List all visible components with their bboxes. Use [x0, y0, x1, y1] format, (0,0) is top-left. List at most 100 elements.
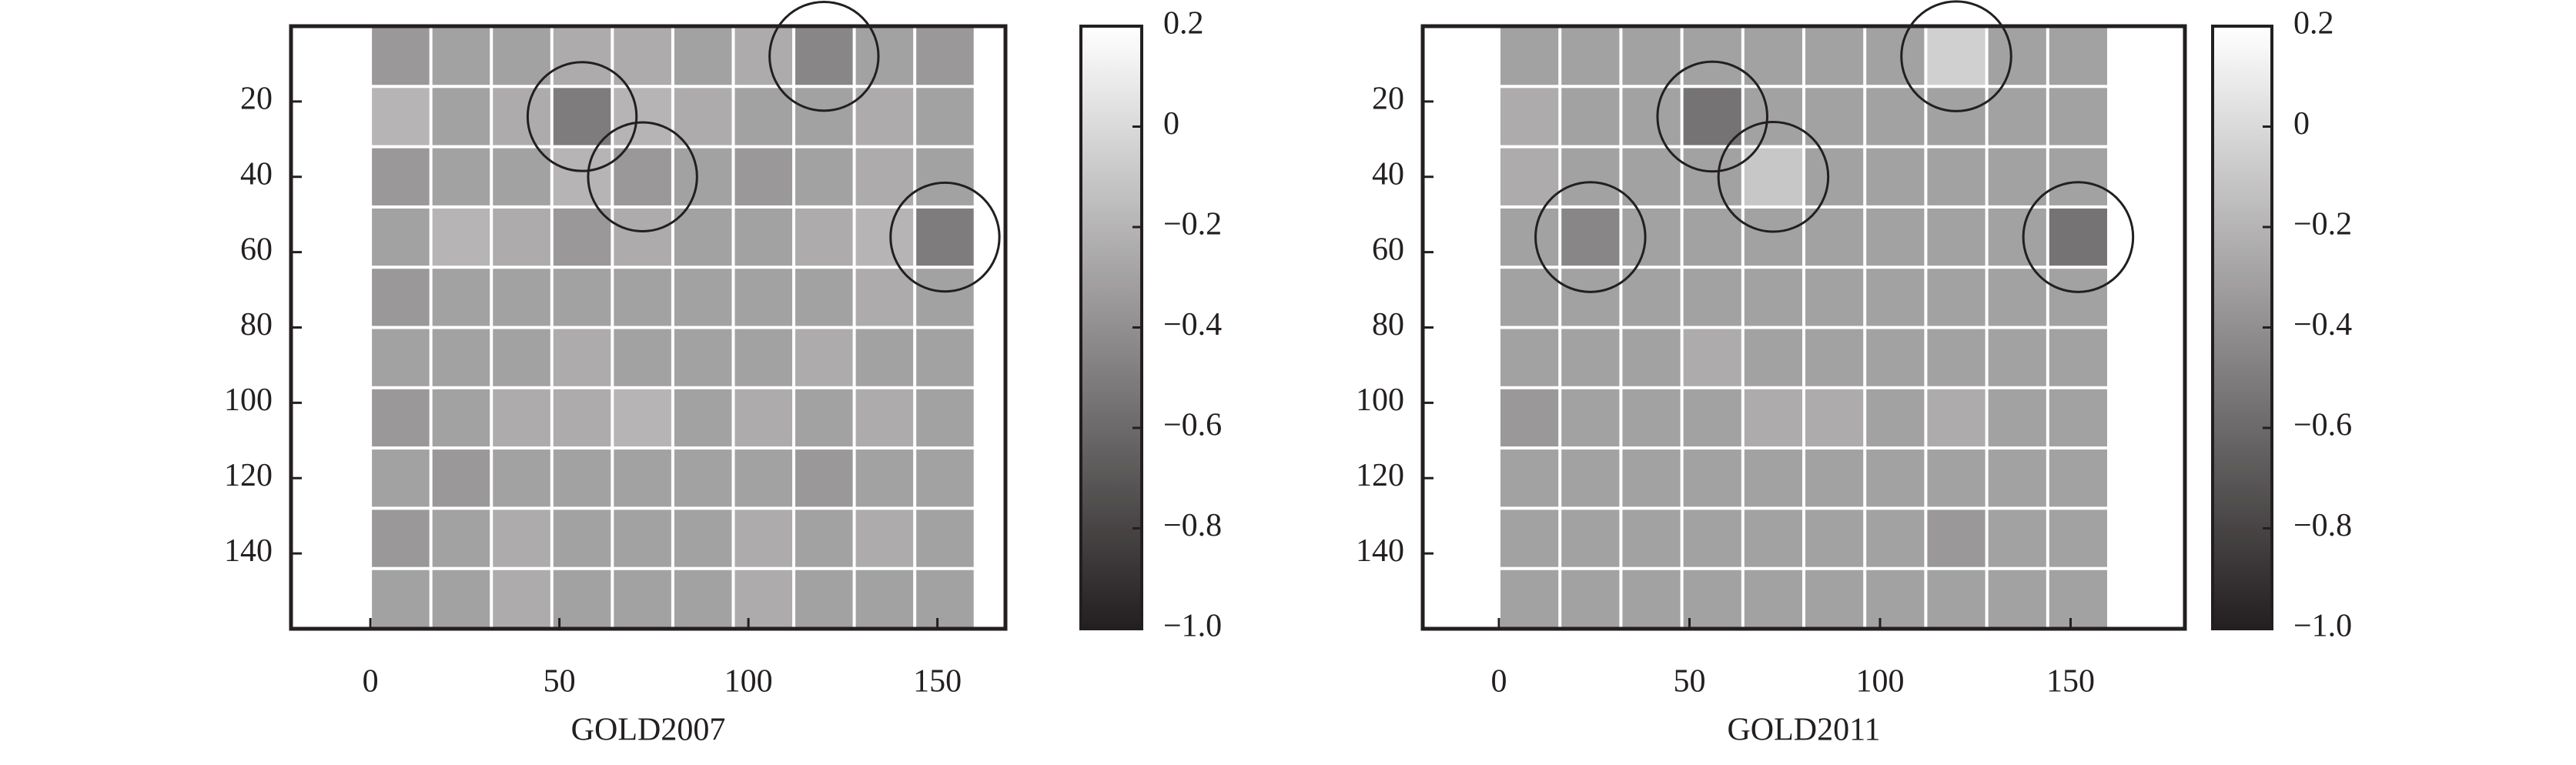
- heatmap-tile: [1988, 509, 2046, 567]
- heatmap-tile: [493, 88, 550, 145]
- heatmap-tile: [2049, 329, 2107, 386]
- heatmap-tile: [1683, 148, 1741, 205]
- y-tick-label: 60: [240, 232, 273, 267]
- heatmap-tile: [1500, 449, 1559, 507]
- heatmap-tile: [614, 329, 671, 386]
- x-tick-label: 50: [544, 664, 576, 700]
- heatmap-tile: [1927, 269, 1986, 326]
- heatmap-tile: [1805, 28, 1864, 85]
- heatmap-tile: [674, 449, 732, 507]
- heatmap-tile: [1988, 570, 2046, 627]
- heatmap-tile: [614, 208, 671, 266]
- x-axis-label: GOLD2011: [1727, 713, 1880, 748]
- heatmap-tile: [1500, 570, 1559, 627]
- heatmap-tile: [1744, 329, 1802, 386]
- heatmap-tile: [1805, 570, 1864, 627]
- heatmap-tile: [2049, 88, 2107, 145]
- heatmap-tile: [1561, 28, 1620, 85]
- heatmap-tile: [674, 269, 732, 326]
- heatmap-tile: [493, 570, 550, 627]
- heatmap-tile: [734, 329, 793, 386]
- heatmap-tile: [1500, 88, 1559, 145]
- heatmap-tile: [1988, 148, 2046, 205]
- heatmap-tile: [614, 509, 671, 567]
- heatmap-tile: [553, 28, 611, 85]
- heatmap-tile: [674, 329, 732, 386]
- heatmap-tile: [734, 28, 793, 85]
- heatmap-tile: [493, 28, 550, 85]
- heatmap-tile: [855, 329, 914, 386]
- colorbar: [1079, 25, 1143, 630]
- heatmap-tile: [1622, 148, 1681, 205]
- heatmap-tile: [734, 570, 793, 627]
- heatmap-tile: [1805, 208, 1864, 266]
- heatmap-tile: [432, 269, 490, 326]
- heatmap-tile: [855, 88, 914, 145]
- colorbar-tick-label: −0.2: [1163, 207, 1222, 242]
- colorbar-tick-label: −0.8: [1163, 508, 1222, 543]
- heatmap-tile: [855, 389, 914, 447]
- heatmap-tile: [614, 269, 671, 326]
- heatmap-tile: [432, 148, 490, 205]
- y-tick-label: 80: [1372, 307, 1404, 342]
- heatmap-tile: [493, 509, 550, 567]
- heatmap-tile: [1988, 449, 2046, 507]
- heatmap-tile: [734, 88, 793, 145]
- heatmap-tile: [1500, 329, 1559, 386]
- y-tick-label: 100: [1356, 382, 1404, 418]
- heatmap-tile: [674, 28, 732, 85]
- heatmap-tile: [553, 88, 611, 145]
- heatmap-tile: [553, 389, 611, 447]
- heatmap-tile: [493, 269, 550, 326]
- heatmap-tile: [1622, 329, 1681, 386]
- heatmap-tile: [1683, 449, 1741, 507]
- heatmap-tile: [1744, 509, 1802, 567]
- heatmap-tile: [1866, 28, 1925, 85]
- y-tick-label: 140: [224, 533, 273, 569]
- heatmap-tile: [1622, 28, 1681, 85]
- heatmap-tile: [795, 88, 853, 145]
- heatmap-tile: [1866, 389, 1925, 447]
- x-tick-label: 0: [363, 664, 379, 700]
- heatmap-tile: [2049, 208, 2107, 266]
- heatmap-tile: [1744, 208, 1802, 266]
- heatmap-tile: [916, 389, 974, 447]
- heatmap-tile: [1683, 88, 1741, 145]
- heatmap-tile: [614, 28, 671, 85]
- y-tick-label: 20: [1372, 82, 1404, 117]
- heatmap-tile: [916, 509, 974, 567]
- heatmap-tile: [734, 269, 793, 326]
- y-tick-label: 80: [240, 307, 273, 342]
- heatmap-tile: [1805, 329, 1864, 386]
- heatmap-tile: [1927, 28, 1986, 85]
- heatmap-tile: [795, 389, 853, 447]
- heatmap-tile: [1927, 88, 1986, 145]
- heatmap-tile: [614, 449, 671, 507]
- highlight-circle: [587, 121, 698, 232]
- highlight-circle: [889, 181, 1001, 293]
- heatmap-tile: [553, 329, 611, 386]
- heatmap-tile: [795, 509, 853, 567]
- heatmap-tile: [674, 389, 732, 447]
- heatmap-tile: [372, 88, 430, 145]
- y-tick-label: 120: [224, 458, 273, 493]
- x-tick-label: 100: [1856, 664, 1905, 700]
- heatmap-tile: [493, 389, 550, 447]
- heatmap-tile: [372, 449, 430, 507]
- heatmap-tile: [372, 208, 430, 266]
- heatmap-tile: [916, 88, 974, 145]
- heatmap-tile: [372, 509, 430, 567]
- heatmap-tile: [372, 148, 430, 205]
- heatmap-tile: [2049, 148, 2107, 205]
- heatmap-tile: [1561, 269, 1620, 326]
- heatmap-tile: [432, 389, 490, 447]
- heatmap-tile: [1500, 269, 1559, 326]
- heatmap-tile: [432, 449, 490, 507]
- heatmap-tile: [734, 389, 793, 447]
- heatmap-tile: [1927, 509, 1986, 567]
- colorbar-tick-label: 0.2: [1163, 6, 1204, 42]
- heatmap-tile: [1683, 570, 1741, 627]
- heatmap-tile: [1683, 389, 1741, 447]
- heatmap-tile: [916, 148, 974, 205]
- heatmap-tile: [1561, 208, 1620, 266]
